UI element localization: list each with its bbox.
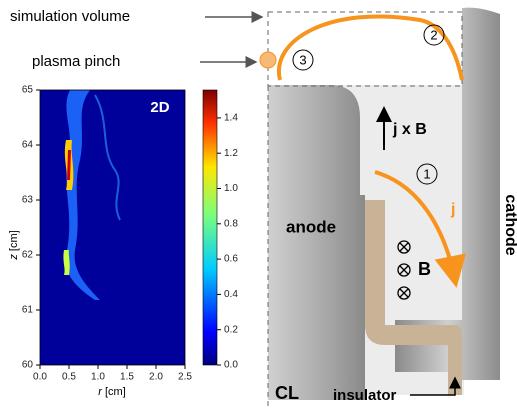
x-tick-label: 0.0 [33,372,47,383]
colorbar-ticks: 0.0 0.2 0.4 0.6 0.8 1.0 1.2 1.4 [217,113,238,371]
colorbar-tick-label: 0.4 [224,289,238,300]
x-tick-label: 1.5 [120,372,134,383]
y-tick-label: 64 [22,140,34,151]
heatmap: 2D [40,90,185,365]
region-label: 1 [423,166,430,181]
insulator-label: insulator [333,387,397,404]
x-tick-label: 2.0 [149,372,163,383]
colorbar-tick-label: 1.2 [224,148,238,159]
plot-label: 2D [150,99,169,116]
y-tick-label: 65 [22,85,34,96]
cathode-label: cathode [502,194,517,255]
colorbar-tick-label: 0.0 [224,360,238,371]
simulation-volume-label: simulation volume [10,8,130,25]
force-label: j x B [392,121,427,138]
y-tick-label: 61 [22,305,34,316]
y-var: z [8,254,20,261]
y-tick-label: 63 [22,195,34,206]
x-tick-label: 0.5 [62,372,76,383]
x-var: r [98,386,103,398]
y-ticks: 60 61 62 63 64 65 [22,85,40,371]
colorbar-tick-label: 0.6 [224,254,238,265]
centerline-label: CL [275,383,299,403]
figure: 2D 606162636465 0.00.51.01.52.02.5 0.00.… [0,0,517,414]
plasma-pinch-label: plasma pinch [32,53,120,70]
colorbar-tick-label: 1.4 [224,113,238,124]
x-axis-label: r [cm] [98,386,126,398]
y-tick-label: 62 [22,250,34,261]
current-label: j [450,201,455,218]
y-unit: [cm] [8,230,20,251]
x-tick-label: 1.0 [91,372,105,383]
region-label: 3 [299,52,306,67]
y-tick-label: 60 [22,360,34,371]
field-label: B [418,259,431,279]
region-label: 2 [430,27,437,42]
x-tick-label: 2.5 [178,372,192,383]
colorbar-tick-label: 0.2 [224,324,238,335]
colorbar-tick-label: 1.0 [224,183,238,194]
y-axis-label: z [cm] [8,230,20,260]
colorbar [203,90,217,365]
anode-label: anode [286,217,336,236]
x-ticks: 0.0 0.5 1.0 1.5 2.0 2.5 [33,365,192,383]
colorbar-tick-label: 0.8 [224,218,238,229]
x-unit: [cm] [105,386,126,398]
